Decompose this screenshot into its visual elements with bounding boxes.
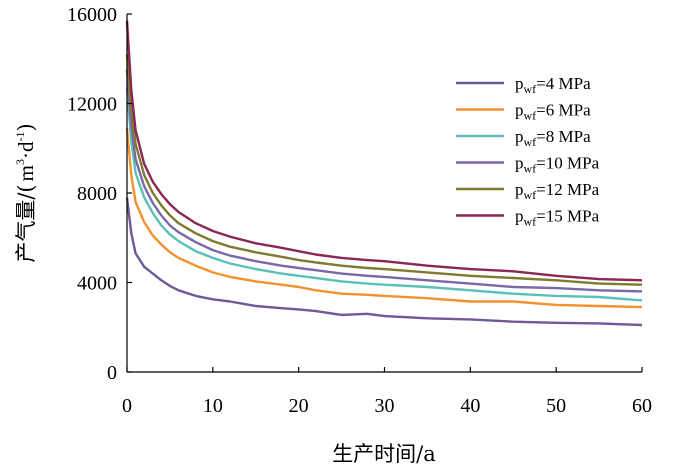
legend-label-p: p [515,180,524,199]
legend-label: pwf=15 MPa [515,207,600,229]
x-tick-label: 10 [203,395,223,417]
series-line-4 [125,69,643,293]
legend-label-rest: =15 MPa [536,207,599,226]
series-line-2 [125,127,643,309]
y-tick-label: 8000 [77,183,117,205]
y-axis-title-close: ) [14,123,38,131]
x-tick-label: 30 [375,395,395,417]
legend-label-rest: =6 MPa [536,101,591,120]
y-tick-label: 0 [107,362,117,384]
legend-label-sub: wf [524,162,537,176]
y-axis-title-unit-m: m [14,165,38,181]
x-ticks: 0 10 20 30 40 50 60 [122,367,652,417]
x-tick-label: 40 [460,395,480,417]
legend-label-sub: wf [524,215,537,229]
legend-label-p: p [515,74,524,93]
series-line-5 [125,54,643,286]
x-tick-label: 60 [632,395,652,417]
legend-label: pwf=6 MPa [515,101,591,123]
legend-label-rest: =4 MPa [536,74,591,93]
y-ticks: 0 4000 8000 12000 16000 [67,4,132,384]
legend-label: pwf=4 MPa [515,74,591,96]
y-axis-title-unit-d: ·d [14,141,38,159]
legend-label: pwf=10 MPa [515,154,600,176]
legend-label: pwf=12 MPa [515,180,600,202]
y-tick-label: 12000 [67,94,117,116]
legend-label-sub: wf [524,188,537,202]
legend-label-p: p [515,101,524,120]
legend-label-rest: =12 MPa [536,180,599,199]
y-axis-title: 产气量/( m3·d-1) [13,123,38,262]
legend-label-p: p [515,154,524,173]
y-axis-title-exp-3: 3 [13,159,27,165]
legend-label-p: p [515,207,524,226]
x-tick-label: 50 [546,395,566,417]
legend-label-sub: wf [524,135,537,149]
x-tick-label: 20 [289,395,309,417]
y-tick-label: 16000 [67,4,117,26]
legend-label: pwf=8 MPa [515,127,591,149]
legend-label-sub: wf [524,109,537,123]
series-line-3 [125,87,643,302]
plot-lines [125,20,643,327]
legend-label-rest: =8 MPa [536,127,591,146]
y-axis-title-main: 产气量/( [14,184,38,262]
series-line-6 [125,20,643,282]
x-axis-title: 生产时间/a [332,442,436,466]
legend-label-p: p [515,127,524,146]
y-tick-label: 4000 [77,273,117,295]
y-axis-title-exp-neg1: -1 [13,132,27,142]
x-tick-label: 0 [122,395,132,417]
legend-label-rest: =10 MPa [536,154,599,173]
series-line-1 [125,197,643,327]
legend-label-sub: wf [524,82,537,96]
